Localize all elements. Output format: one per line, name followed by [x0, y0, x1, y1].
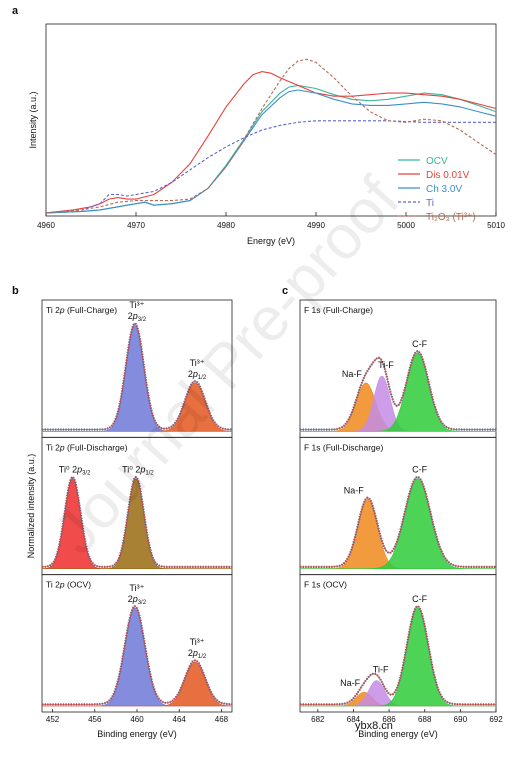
peak-label: 2p1/2 — [188, 648, 207, 660]
subplot-frame — [299, 574, 497, 713]
peak-label: Ti⁰ 2p3/2 — [59, 465, 91, 477]
peak-label: C-F — [412, 594, 427, 604]
peak-label: Ti-F — [373, 665, 389, 675]
peak-label: 2p3/2 — [128, 311, 147, 323]
peak-label: 2p3/2 — [128, 594, 147, 606]
x-tick-label-a: 5000 — [397, 221, 415, 230]
legend-entry: Ti₂O₃ (Ti³⁺) — [426, 212, 476, 223]
x-tick-label: 688 — [418, 715, 432, 724]
subplot-title: Ti 2p (Full-Discharge) — [46, 442, 128, 452]
x-tick-label-a: 4990 — [307, 221, 325, 230]
site-watermark: ybx8.cn — [355, 720, 393, 732]
subplot-title: F 1s (Full-Discharge) — [304, 442, 384, 452]
x-tick-label: 468 — [215, 715, 229, 724]
peak-fill — [300, 607, 496, 707]
x-tick-label: 690 — [454, 715, 468, 724]
x-axis-label: Binding energy (eV) — [97, 729, 177, 739]
peak-label: Ti³⁺ — [129, 300, 144, 310]
envelope-fit — [42, 323, 232, 430]
x-tick-label: 686 — [382, 715, 396, 724]
subplot-title: F 1s (Full-Charge) — [304, 305, 373, 315]
subplot-title: Ti 2p (Full-Charge) — [46, 305, 117, 315]
series-line-Dis 0.01V — [45, 71, 497, 214]
y-axis-label-a: Intensity (a.u.) — [28, 91, 38, 148]
peak-label: Na-F — [340, 678, 361, 688]
peak-fill — [299, 478, 497, 569]
series-line-Ti — [45, 120, 496, 214]
peak-label: Na-F — [342, 369, 363, 379]
y-axis-label: Normalized intensity (a.u.) — [26, 454, 36, 559]
panel-label-c: c — [282, 285, 288, 297]
peak-label: Ti³⁺ — [190, 358, 205, 368]
chart-a: 4960 4970 4980 4990 5000 5010 Energy (eV) Inten… — [28, 23, 505, 246]
peak-label: Ti³⁺ — [129, 583, 144, 593]
x-tick-label: 684 — [347, 715, 361, 724]
peak-label: 2p1/2 — [188, 369, 207, 381]
subplot-title: F 1s (OCV) — [304, 580, 347, 590]
panel-label-a: a — [12, 5, 19, 17]
peak-label: C-F — [412, 339, 427, 349]
peak-label: Ti³⁺ — [190, 637, 205, 647]
chart-a-frame — [45, 23, 497, 217]
x-tick-label: 460 — [130, 715, 144, 724]
x-axis-label: Binding energy (eV) — [358, 729, 438, 739]
x-tick-label-a: 4980 — [217, 221, 235, 230]
x-tick-label-a: 4960 — [37, 221, 55, 230]
envelope-fit — [42, 605, 232, 705]
envelope-fit — [300, 605, 496, 705]
x-tick-label: 452 — [46, 715, 60, 724]
peak-fill — [299, 352, 497, 432]
x-tick-label-a: 5010 — [487, 221, 505, 230]
subplot-title: Ti 2p (OCV) — [46, 580, 91, 590]
chart-b: Ti 2p (Full-Charge) Ti³⁺2p3/2Ti³⁺2p1/2Ti … — [26, 299, 233, 739]
peak-label: Ti⁰ 2p1/2 — [122, 465, 154, 477]
legend-entry: Ch 3.0V — [426, 184, 462, 195]
envelope-fit — [41, 476, 232, 568]
envelope-fit — [300, 476, 496, 568]
legend-entry: Dis 0.01V — [426, 170, 470, 181]
x-tick-label-a: 4970 — [127, 221, 145, 230]
x-tick-label: 692 — [489, 715, 503, 724]
peak-label: Na-F — [344, 485, 365, 495]
x-tick-label: 464 — [173, 715, 187, 724]
panel-label-b: b — [12, 285, 19, 297]
x-tick-label: 456 — [88, 715, 102, 724]
legend-entry: OCV — [426, 156, 448, 167]
peak-label: C-F — [412, 465, 427, 475]
series-line-Ch 3.0V — [45, 89, 497, 214]
series-line-Ti₂O₃ (Ti³⁺) — [45, 58, 497, 214]
envelope-fit — [300, 350, 496, 430]
peak-label: Ti-F — [378, 360, 394, 370]
peak-fill — [42, 661, 233, 707]
x-tick-label: 682 — [311, 715, 325, 724]
chart-c: F 1s (Full-Charge) Na-F Ti-F C-F F 1s (Full-… — [299, 299, 503, 739]
x-axis-label-a: Energy (eV) — [247, 236, 295, 246]
legend-entry: Ti — [426, 198, 434, 209]
